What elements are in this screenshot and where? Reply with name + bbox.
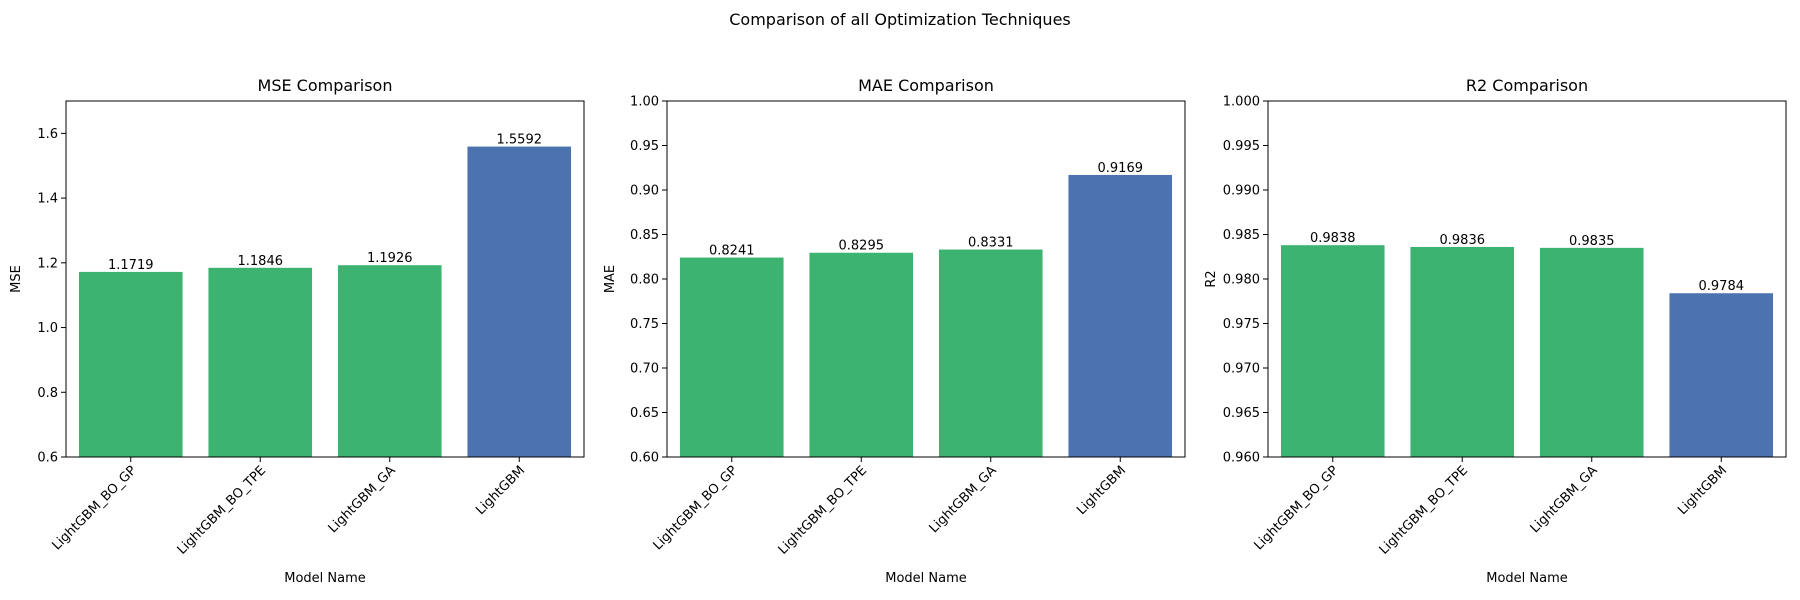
chart-mae-ytick-label: 0.95 — [630, 139, 659, 154]
chart-r2-xtick-label: LightGBM_BO_GP — [1251, 463, 1341, 553]
chart-mse-ytick-label: 0.6 — [37, 451, 58, 466]
chart-r2-ytick-label: 1.000 — [1223, 95, 1260, 110]
chart-mse-ylabel: MSE — [9, 265, 24, 293]
chart-mae-bar-lightgbm-bo-gp — [679, 257, 784, 457]
chart-mae-ytick-label: 1.00 — [630, 95, 659, 110]
chart-r2-ytick-label: 0.965 — [1223, 406, 1260, 421]
chart-mse-value-label: 1.5592 — [497, 133, 543, 148]
chart-r2-value-label: 0.9784 — [1699, 279, 1745, 294]
chart-r2-value-label: 0.9836 — [1440, 233, 1486, 248]
chart-r2-xlabel: Model Name — [1486, 571, 1568, 586]
chart-r2-xtick-label: LightGBM_BO_TPE — [1377, 463, 1471, 557]
chart-r2-bar-lightgbm-ga — [1539, 247, 1644, 457]
chart-mae-ytick-label: 0.60 — [630, 451, 659, 466]
chart-mse-value-label: 1.1719 — [108, 258, 154, 273]
figure-title: Comparison of all Optimization Technique… — [729, 10, 1071, 29]
chart-mse-value-label: 1.1926 — [367, 251, 413, 266]
chart-mse-title: MSE Comparison — [258, 76, 393, 95]
chart-r2-ytick-label: 0.995 — [1223, 139, 1260, 154]
chart-r2-xtick-label: LightGBM — [1675, 463, 1730, 518]
chart-mae-value-label: 0.8241 — [709, 244, 755, 259]
chart-mse-xtick-label: LightGBM — [473, 463, 528, 518]
chart-mse-bar-lightgbm-bo-gp — [78, 271, 183, 457]
chart-mse-xlabel: Model Name — [284, 571, 366, 586]
chart-mae-title: MAE Comparison — [858, 76, 994, 95]
chart-r2-ytick-label: 0.970 — [1223, 362, 1260, 377]
chart-r2-bar-lightgbm — [1669, 293, 1774, 457]
chart-mae-xlabel: Model Name — [885, 571, 967, 586]
chart-mae-ytick-label: 0.70 — [630, 362, 659, 377]
chart-r2-panel: R2 Comparison 0.9838 0.9836 0.9835 0.9784 0.9… — [1204, 76, 1787, 586]
chart-mse-ytick-label: 1.4 — [37, 192, 58, 207]
chart-r2-ytick-label: 0.960 — [1223, 451, 1260, 466]
chart-mse-ytick-label: 0.8 — [37, 386, 58, 401]
chart-mse-panel: MSE Comparison 1.1719 1.1846 1.1926 1.5592 0.… — [9, 76, 585, 586]
chart-r2-ylabel: R2 — [1204, 270, 1219, 287]
chart-mae-bar-lightgbm — [1068, 174, 1173, 458]
chart-mse-ytick-label: 1.2 — [37, 256, 58, 271]
chart-mae-bar-lightgbm-ga — [938, 249, 1043, 457]
chart-mae-value-label: 0.8331 — [968, 236, 1014, 251]
chart-r2-xtick-label: LightGBM_GA — [1528, 463, 1601, 536]
chart-r2-ytick-label: 0.990 — [1223, 184, 1260, 199]
chart-mae-ylabel: MAE — [603, 265, 618, 293]
chart-r2-ytick-label: 0.980 — [1223, 273, 1260, 288]
chart-mse-axes-frame — [65, 100, 585, 458]
chart-mse-ytick-label: 1.6 — [37, 127, 58, 142]
chart-mse-xtick-label: LightGBM_BO_GP — [49, 463, 139, 553]
chart-mae-ytick-label: 0.85 — [630, 228, 659, 243]
chart-mae-value-label: 0.9169 — [1098, 161, 1144, 176]
chart-mse-bar-lightgbm — [467, 146, 572, 457]
chart-mse-ytick-label: 1.0 — [37, 321, 58, 336]
chart-r2-title: R2 Comparison — [1466, 76, 1588, 95]
chart-mae-value-label: 0.8295 — [839, 239, 885, 254]
chart-mae-xtick-label: LightGBM_BO_GP — [650, 463, 740, 553]
chart-r2-ytick-label: 0.975 — [1223, 317, 1260, 332]
chart-panels: MSE Comparison 1.1719 1.1846 1.1926 1.5592 0.… — [9, 76, 1787, 586]
chart-mse-bar-lightgbm-ga — [337, 265, 442, 457]
chart-mae-ytick-label: 0.90 — [630, 184, 659, 199]
chart-mse-value-label: 1.1846 — [238, 254, 284, 269]
chart-r2-bar-lightgbm-bo-tpe — [1410, 246, 1515, 457]
chart-mse-xtick-label: LightGBM_BO_TPE — [175, 463, 269, 557]
chart-mae-bar-lightgbm-bo-tpe — [809, 252, 914, 457]
chart-r2-ytick-label: 0.985 — [1223, 228, 1260, 243]
chart-mae-ytick-label: 0.80 — [630, 273, 659, 288]
chart-r2-value-label: 0.9835 — [1569, 234, 1615, 249]
chart-mae-xtick-label: LightGBM_BO_TPE — [776, 463, 870, 557]
chart-mae-ytick-label: 0.75 — [630, 317, 659, 332]
chart-mae-panel: MAE Comparison 0.8241 0.8295 0.8331 0.9169 0.… — [603, 76, 1186, 586]
chart-mae-xtick-label: LightGBM_GA — [927, 463, 1000, 536]
chart-mse-xtick-label: LightGBM_GA — [326, 463, 399, 536]
chart-r2-value-label: 0.9838 — [1310, 231, 1356, 246]
chart-mae-ytick-label: 0.65 — [630, 406, 659, 421]
chart-mae-xtick-label: LightGBM — [1074, 463, 1129, 518]
chart-r2-bar-lightgbm-bo-gp — [1280, 245, 1385, 457]
chart-mse-bar-lightgbm-bo-tpe — [208, 267, 313, 457]
